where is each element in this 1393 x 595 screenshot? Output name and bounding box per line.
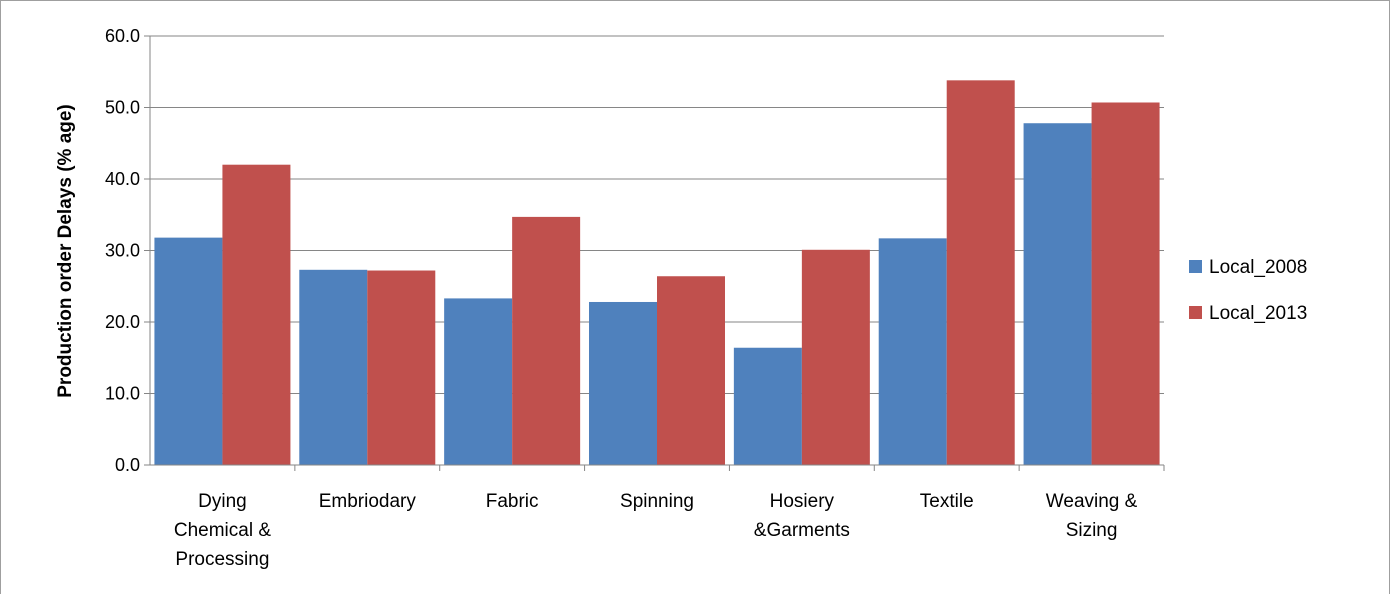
x-category-label: Embriodary — [319, 491, 417, 512]
bar-local-2013 — [1091, 102, 1160, 466]
y-tick-label: 60.0 — [105, 26, 140, 46]
y-tick-label: 20.0 — [105, 312, 140, 332]
x-category-label: Hosiery &Garments — [754, 491, 850, 541]
bar-local-2008 — [444, 298, 513, 465]
bar-local-2008 — [878, 238, 947, 465]
bar-local-2008 — [589, 301, 657, 465]
legend: Local_2008 Local_2013 — [1189, 257, 1307, 324]
bar-local-2013 — [801, 249, 870, 465]
bar-local-2013 — [512, 216, 581, 465]
x-category-label: Spinning — [620, 491, 694, 512]
x-category-label: Weaving & Sizing — [1046, 491, 1138, 541]
bar-local-2013 — [946, 80, 1015, 465]
legend-swatch — [1189, 260, 1202, 273]
bars — [154, 80, 1160, 466]
x-category-label: Fabric — [486, 491, 539, 512]
y-axis-title: Production order Delays (% age) — [55, 104, 76, 398]
bar-local-2013 — [657, 276, 725, 465]
bar-local-2008 — [733, 347, 802, 465]
bar-local-2013 — [367, 270, 436, 465]
axes — [144, 35, 1165, 471]
legend-label: Local_2013 — [1209, 303, 1307, 324]
y-tick-label: 30.0 — [105, 241, 140, 261]
bar-local-2008 — [1023, 123, 1092, 465]
y-tick-label: 10.0 — [105, 384, 140, 404]
x-axis-categories: Dying Chemical & Processing Embriodary Fabri… — [174, 491, 1138, 570]
y-tick-label: 40.0 — [105, 169, 140, 189]
x-category-label: Textile — [920, 491, 974, 512]
y-tick-label: 50.0 — [105, 98, 140, 118]
legend-swatch — [1189, 306, 1202, 319]
bar-local-2008 — [154, 237, 223, 465]
bar-local-2013 — [222, 164, 291, 465]
bar-local-2008 — [299, 269, 368, 465]
y-axis-ticks: 0.0 10.0 20.0 30.0 40.0 50.0 60.0 — [105, 26, 140, 475]
y-tick-label: 0.0 — [115, 455, 140, 475]
x-category-label: Dying Chemical & Processing — [174, 491, 271, 570]
legend-label: Local_2008 — [1209, 257, 1307, 278]
